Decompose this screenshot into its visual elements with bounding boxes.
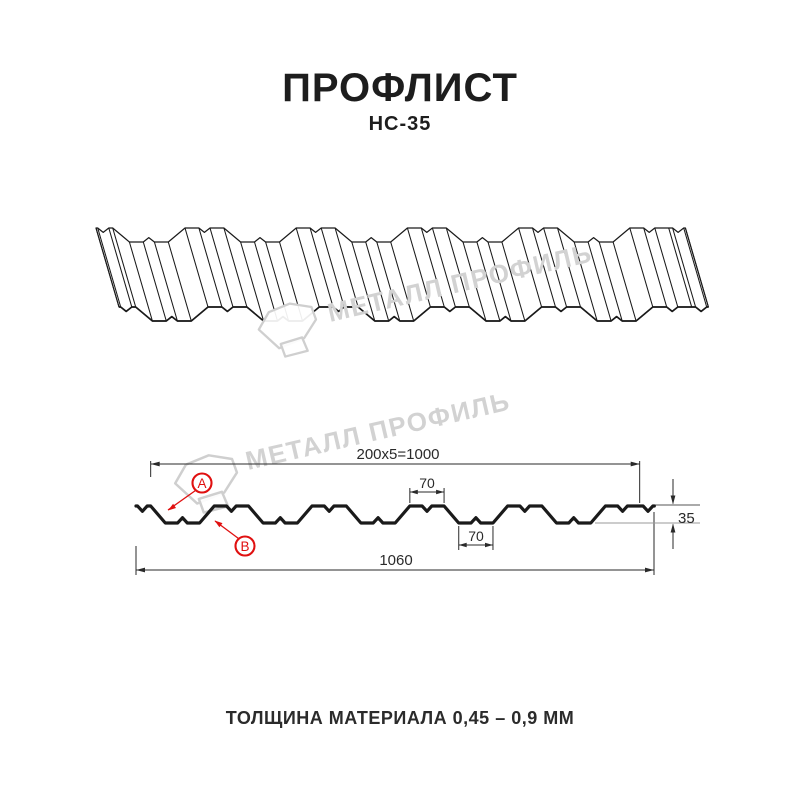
marker-b-label: B [240,539,249,554]
dim-overall-width-label: 1060 [379,552,412,569]
dim-height-label: 35 [678,510,695,527]
watermark-middle: МЕТАЛЛ ПРОФИЛЬ [173,386,513,514]
dim-crest-width-label: 70 [419,475,435,491]
marker-a-label: A [197,476,206,491]
page-subtitle: НС-35 [368,113,432,135]
dimension-lines [135,461,700,575]
cross-section-profile-line [134,504,656,525]
brand-logo-watermark-icon [173,454,239,514]
footer-thickness-note: ТОЛЩИНА МАТЕРИАЛА 0,45 – 0,9 ММ [225,708,575,728]
brand-logo-watermark-icon [257,302,318,358]
side-markers: A B [167,472,256,557]
page-title: ПРОФЛИСТ [282,66,518,110]
cross-section-diagram: 200x5=1000 70 70 35 1060 [134,446,700,575]
dim-trough-width-label: 70 [468,528,484,544]
dim-cover-width-label: 200x5=1000 [357,446,440,463]
